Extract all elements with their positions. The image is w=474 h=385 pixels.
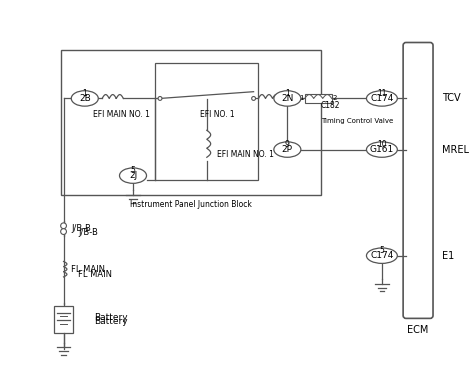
Text: C174: C174 [370, 251, 393, 260]
Text: ECM: ECM [407, 325, 428, 335]
Ellipse shape [366, 248, 397, 263]
Text: J/B-B: J/B-B [78, 228, 98, 237]
Text: TCV: TCV [442, 94, 460, 104]
Text: E1: E1 [442, 251, 454, 261]
Circle shape [252, 97, 255, 100]
Ellipse shape [71, 91, 98, 106]
Text: FL MAIN: FL MAIN [71, 265, 105, 274]
Text: 9: 9 [285, 140, 290, 149]
Text: J/B-B: J/B-B [71, 224, 91, 233]
Text: 2N: 2N [281, 94, 293, 103]
Text: 1: 1 [285, 89, 290, 98]
Bar [54, 306, 73, 333]
Text: Instrument Panel Junction Block: Instrument Panel Junction Block [130, 200, 252, 209]
Bar [305, 94, 332, 103]
Ellipse shape [366, 91, 397, 106]
Ellipse shape [366, 142, 397, 157]
Text: 2B: 2B [79, 94, 91, 103]
Text: 2J: 2J [129, 171, 137, 180]
Circle shape [61, 223, 66, 229]
FancyBboxPatch shape [403, 42, 433, 318]
Text: EFI MAIN NO. 1: EFI MAIN NO. 1 [93, 110, 150, 119]
Text: Battery: Battery [94, 313, 128, 322]
Text: 2: 2 [333, 95, 337, 100]
Text: Battery: Battery [94, 317, 128, 326]
Ellipse shape [274, 91, 301, 106]
Text: EFI NO. 1: EFI NO. 1 [200, 110, 234, 119]
Text: 1: 1 [299, 95, 304, 100]
Text: Timing Control Valve: Timing Control Valve [321, 118, 393, 124]
Bar [61, 50, 321, 195]
Text: C182: C182 [321, 101, 341, 110]
Text: G161: G161 [370, 145, 394, 154]
Bar [155, 63, 258, 181]
Text: 11: 11 [377, 89, 387, 98]
Text: 2P: 2P [282, 145, 293, 154]
Circle shape [61, 229, 66, 234]
Ellipse shape [119, 168, 146, 183]
Circle shape [158, 97, 162, 100]
Text: 5: 5 [130, 166, 136, 175]
Ellipse shape [274, 142, 301, 157]
Text: MREL: MREL [442, 145, 469, 154]
Text: 10: 10 [377, 140, 387, 149]
Text: 5: 5 [380, 246, 384, 255]
Text: C174: C174 [370, 94, 393, 103]
Text: 1: 1 [82, 89, 87, 98]
Text: EFI MAIN NO. 1: EFI MAIN NO. 1 [217, 149, 274, 159]
Text: FL MAIN: FL MAIN [78, 270, 112, 278]
